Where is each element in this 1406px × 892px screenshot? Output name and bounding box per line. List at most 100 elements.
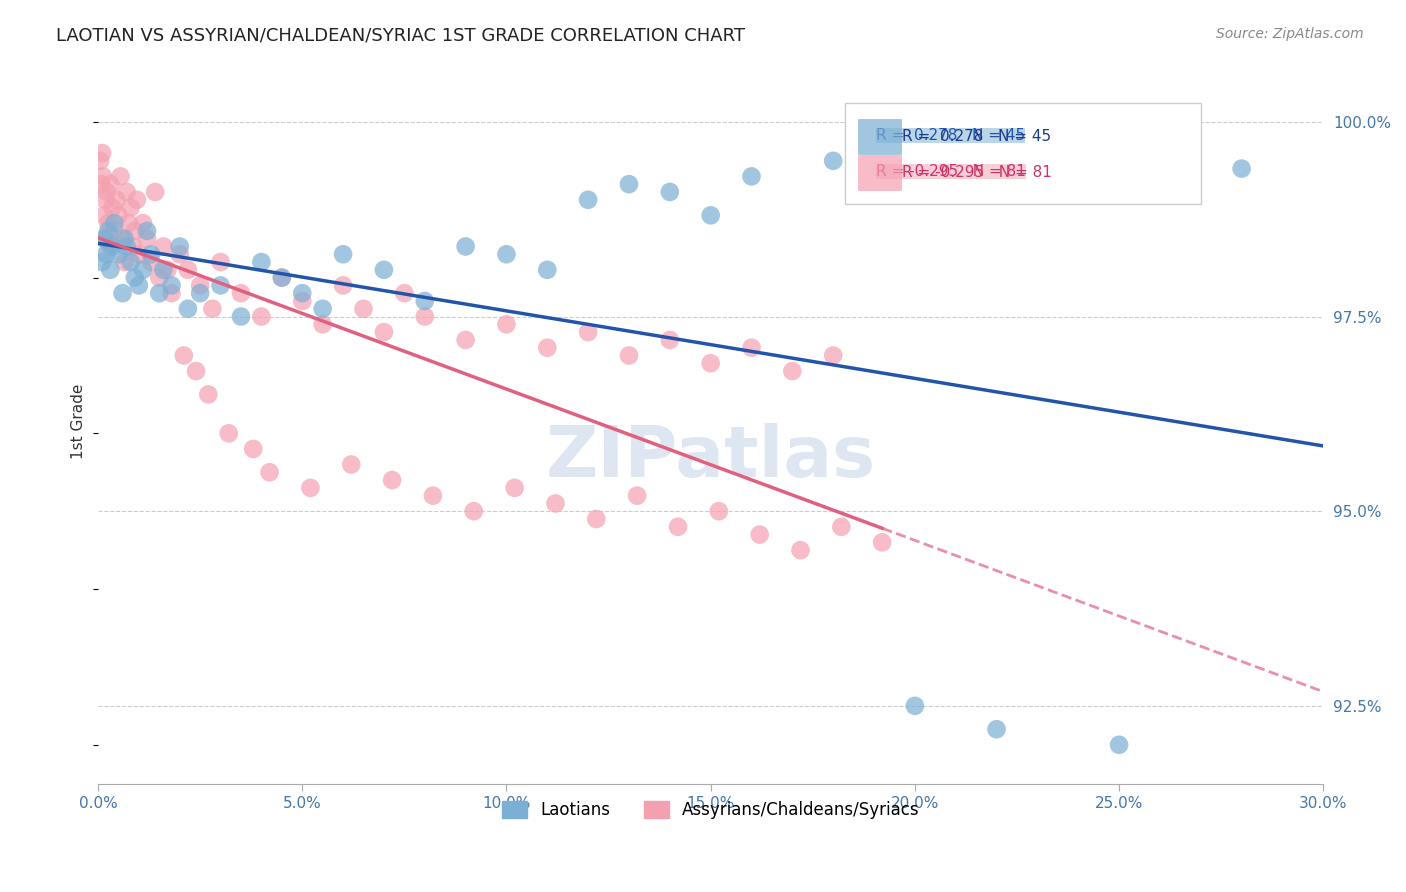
Laotians (536, 263, 558, 277)
Assyrians/Chaldeans/Syriacs (152, 239, 174, 253)
Laotians (332, 247, 354, 261)
Assyrians/Chaldeans/Syriacs (707, 504, 730, 518)
Assyrians/Chaldeans/Syriacs (132, 216, 155, 230)
Laotians (291, 286, 314, 301)
Assyrians/Chaldeans/Syriacs (139, 255, 162, 269)
Assyrians/Chaldeans/Syriacs (93, 208, 115, 222)
Laotians (120, 255, 142, 269)
Assyrians/Chaldeans/Syriacs (658, 333, 681, 347)
Assyrians/Chaldeans/Syriacs (156, 263, 179, 277)
Assyrians/Chaldeans/Syriacs (118, 216, 141, 230)
Laotians (169, 239, 191, 253)
Laotians (128, 278, 150, 293)
Laotians (229, 310, 252, 324)
Text: ZIPatlas: ZIPatlas (546, 424, 876, 492)
Assyrians/Chaldeans/Syriacs (259, 465, 281, 479)
Laotians (311, 301, 333, 316)
Assyrians/Chaldeans/Syriacs (188, 278, 211, 293)
Assyrians/Chaldeans/Syriacs (105, 193, 128, 207)
Laotians (103, 216, 125, 230)
Text: R = -0.295   N = 81: R = -0.295 N = 81 (901, 165, 1052, 180)
Laotians (740, 169, 762, 184)
Assyrians/Chaldeans/Syriacs (143, 185, 166, 199)
Laotians (91, 255, 114, 269)
Assyrians/Chaldeans/Syriacs (90, 177, 112, 191)
Assyrians/Chaldeans/Syriacs (125, 193, 148, 207)
Assyrians/Chaldeans/Syriacs (128, 247, 150, 261)
Assyrians/Chaldeans/Syriacs (94, 193, 117, 207)
Laotians (250, 255, 273, 269)
FancyBboxPatch shape (858, 155, 901, 190)
Assyrians/Chaldeans/Syriacs (96, 232, 118, 246)
Text: R = -0.295   N = 81: R = -0.295 N = 81 (876, 164, 1026, 179)
Assyrians/Chaldeans/Syriacs (184, 364, 207, 378)
Assyrians/Chaldeans/Syriacs (311, 318, 333, 332)
Assyrians/Chaldeans/Syriacs (789, 543, 811, 558)
Assyrians/Chaldeans/Syriacs (103, 224, 125, 238)
Assyrians/Chaldeans/Syriacs (413, 310, 436, 324)
Assyrians/Chaldeans/Syriacs (740, 341, 762, 355)
Text: Source: ZipAtlas.com: Source: ZipAtlas.com (1216, 27, 1364, 41)
Assyrians/Chaldeans/Syriacs (229, 286, 252, 301)
Assyrians/Chaldeans/Syriacs (666, 520, 689, 534)
Text: R =  0.278   N = 45: R = 0.278 N = 45 (901, 128, 1050, 144)
Laotians (152, 263, 174, 277)
Assyrians/Chaldeans/Syriacs (270, 270, 292, 285)
Laotians (124, 270, 146, 285)
Assyrians/Chaldeans/Syriacs (91, 169, 114, 184)
Assyrians/Chaldeans/Syriacs (148, 270, 170, 285)
Assyrians/Chaldeans/Syriacs (332, 278, 354, 293)
Text: LAOTIAN VS ASSYRIAN/CHALDEAN/SYRIAC 1ST GRADE CORRELATION CHART: LAOTIAN VS ASSYRIAN/CHALDEAN/SYRIAC 1ST … (56, 27, 745, 45)
Legend: Laotians, Assyrians/Chaldeans/Syriacs: Laotians, Assyrians/Chaldeans/Syriacs (495, 795, 927, 826)
Laotians (115, 239, 138, 253)
Y-axis label: 1st Grade: 1st Grade (72, 384, 86, 459)
Assyrians/Chaldeans/Syriacs (91, 146, 114, 161)
Laotians (986, 723, 1008, 737)
Laotians (101, 239, 124, 253)
Laotians (1230, 161, 1253, 176)
Assyrians/Chaldeans/Syriacs (242, 442, 264, 456)
Assyrians/Chaldeans/Syriacs (209, 255, 232, 269)
Assyrians/Chaldeans/Syriacs (585, 512, 607, 526)
Assyrians/Chaldeans/Syriacs (169, 247, 191, 261)
Assyrians/Chaldeans/Syriacs (340, 458, 363, 472)
Assyrians/Chaldeans/Syriacs (250, 310, 273, 324)
Assyrians/Chaldeans/Syriacs (111, 232, 134, 246)
Assyrians/Chaldeans/Syriacs (101, 201, 124, 215)
Assyrians/Chaldeans/Syriacs (454, 333, 477, 347)
Assyrians/Chaldeans/Syriacs (544, 496, 567, 510)
FancyBboxPatch shape (858, 119, 901, 153)
Assyrians/Chaldeans/Syriacs (177, 263, 200, 277)
Laotians (904, 698, 927, 713)
Assyrians/Chaldeans/Syriacs (536, 341, 558, 355)
Laotians (177, 301, 200, 316)
Assyrians/Chaldeans/Syriacs (98, 177, 121, 191)
Laotians (98, 263, 121, 277)
Assyrians/Chaldeans/Syriacs (97, 216, 120, 230)
Laotians (97, 224, 120, 238)
Assyrians/Chaldeans/Syriacs (381, 473, 404, 487)
Laotians (209, 278, 232, 293)
Laotians (413, 293, 436, 308)
Laotians (658, 185, 681, 199)
Assyrians/Chaldeans/Syriacs (291, 293, 314, 308)
Assyrians/Chaldeans/Syriacs (121, 239, 143, 253)
Assyrians/Chaldeans/Syriacs (576, 325, 599, 339)
FancyBboxPatch shape (845, 103, 1201, 204)
Laotians (160, 278, 183, 293)
Assyrians/Chaldeans/Syriacs (748, 527, 770, 541)
Laotians (1108, 738, 1130, 752)
Assyrians/Chaldeans/Syriacs (173, 349, 195, 363)
Assyrians/Chaldeans/Syriacs (617, 349, 640, 363)
Laotians (139, 247, 162, 261)
Assyrians/Chaldeans/Syriacs (89, 153, 111, 168)
Laotians (114, 232, 136, 246)
Laotians (136, 224, 159, 238)
Laotians (373, 263, 395, 277)
Assyrians/Chaldeans/Syriacs (124, 224, 146, 238)
Laotians (495, 247, 517, 261)
Assyrians/Chaldeans/Syriacs (823, 349, 845, 363)
Assyrians/Chaldeans/Syriacs (394, 286, 416, 301)
Assyrians/Chaldeans/Syriacs (201, 301, 224, 316)
Assyrians/Chaldeans/Syriacs (98, 239, 121, 253)
